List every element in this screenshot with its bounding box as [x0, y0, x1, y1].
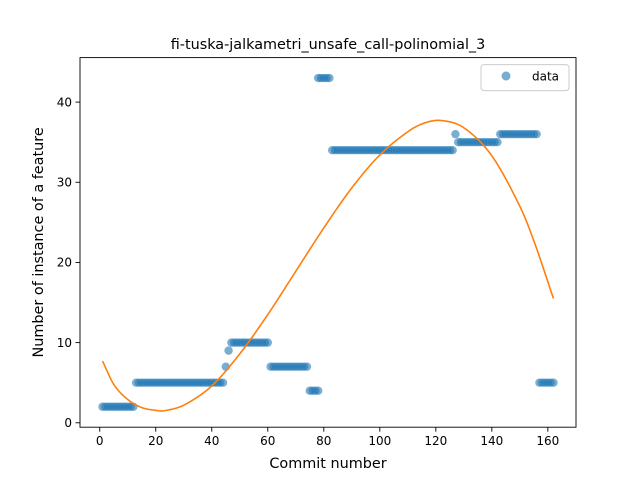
y-axis-label: Number of instance of a feature — [31, 127, 47, 357]
data-point — [325, 74, 333, 82]
y-tick-label: 30 — [57, 176, 72, 190]
data-point — [264, 338, 272, 346]
x-tick-label: 160 — [536, 434, 559, 448]
x-tick-label: 140 — [480, 434, 503, 448]
x-tick-label: 100 — [368, 434, 391, 448]
data-point — [549, 379, 557, 387]
legend: data — [481, 65, 569, 91]
x-tick-label: 60 — [260, 434, 275, 448]
x-tick-label: 80 — [316, 434, 331, 448]
data-point — [303, 362, 311, 370]
data-point — [314, 387, 322, 395]
x-tick-label: 40 — [204, 434, 219, 448]
x-tick-label: 0 — [96, 434, 104, 448]
data-point — [532, 130, 540, 138]
x-tick-label: 20 — [148, 434, 163, 448]
y-tick-label: 20 — [57, 256, 72, 270]
chart-title: fi-tuska-jalkametri_unsafe_call-polinomi… — [171, 37, 486, 53]
y-tick-label: 40 — [57, 95, 72, 109]
data-point — [448, 146, 456, 154]
legend-label-data: data — [532, 70, 559, 84]
data-point — [224, 346, 232, 354]
y-tick-label: 0 — [64, 416, 72, 430]
x-axis-label: Commit number — [269, 456, 386, 472]
x-tick-label: 120 — [424, 434, 447, 448]
data-point — [451, 130, 459, 138]
y-tick-label: 10 — [57, 336, 72, 350]
data-point — [219, 379, 227, 387]
legend-marker-data — [502, 72, 511, 81]
data-point — [493, 138, 501, 146]
